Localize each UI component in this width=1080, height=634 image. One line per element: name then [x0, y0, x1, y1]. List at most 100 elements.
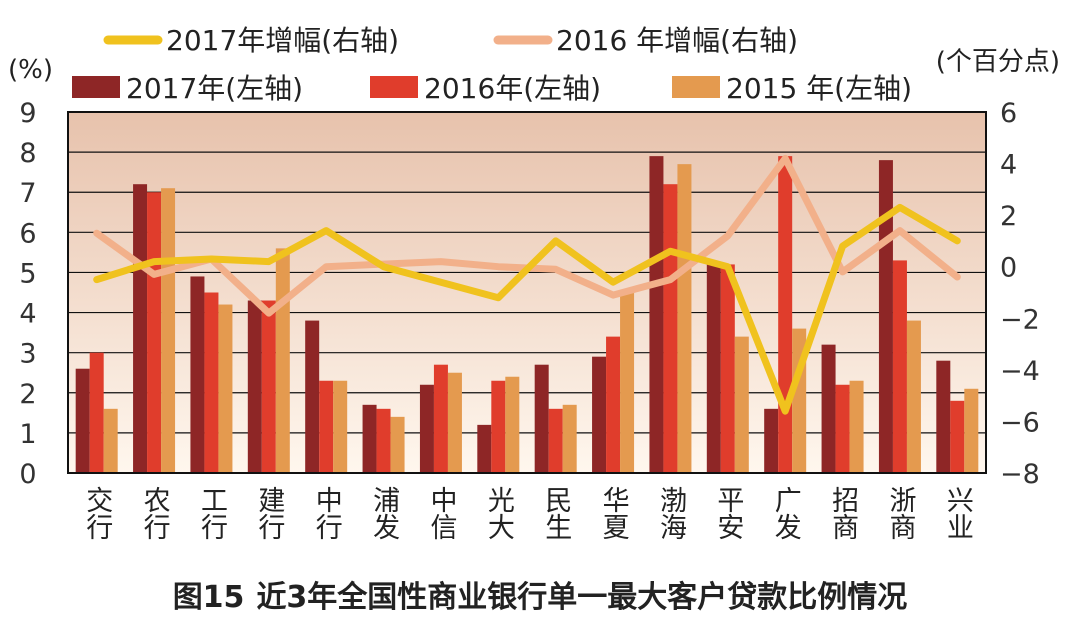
bar [906, 320, 921, 473]
bar [433, 364, 448, 473]
x-tick-label: 农行 [139, 486, 171, 540]
bar [190, 276, 205, 473]
bar [147, 192, 162, 473]
x-tick-label: 民生 [540, 486, 571, 540]
y-right-tick: 2 [1000, 201, 1017, 232]
x-tick-label: 光大 [483, 486, 515, 540]
bar [477, 424, 492, 473]
y-left-tick: 6 [19, 218, 36, 249]
x-tick-label: 中信 [425, 486, 457, 540]
bar [849, 380, 864, 473]
y-left-tick: 0 [19, 459, 36, 490]
bar [606, 336, 621, 473]
bar [305, 320, 320, 473]
bar [878, 160, 893, 473]
x-tick-label: 交行 [81, 486, 113, 540]
bar [734, 336, 749, 473]
y-right-tick: −2 [1000, 304, 1040, 335]
bar [75, 368, 90, 473]
bar [821, 344, 836, 473]
bar [275, 248, 290, 473]
x-tick-label: 广发 [770, 486, 802, 540]
y-left-ticks: 0 1 2 3 4 5 6 7 8 9 [19, 98, 36, 490]
figure-caption: 图15 近3年全国性商业银行单一最大客户贷款比例情况 [0, 572, 1080, 616]
bar [447, 372, 462, 473]
bar [247, 300, 262, 473]
bar [677, 164, 692, 473]
x-tick-label: 平安 [712, 486, 743, 540]
bar [319, 380, 334, 473]
x-tick-label: 华夏 [598, 486, 630, 540]
figure-caption-text: 近3年全国性商业银行单一最大客户贷款比例情况 [256, 580, 908, 615]
bar [764, 408, 779, 473]
y-left-tick: 8 [19, 138, 36, 169]
bar [950, 400, 965, 473]
bar [505, 376, 520, 473]
bar [261, 300, 276, 473]
y-right-tick: 4 [1000, 150, 1017, 181]
x-tick-label: 建行 [253, 486, 285, 540]
x-tick-label: 浦发 [368, 486, 400, 540]
y-right-ticks: −8 −6 −4 −2 0 2 4 6 [1000, 98, 1040, 490]
x-tick-label: 浙商 [884, 486, 915, 540]
x-tick-label: 渤海 [655, 486, 686, 540]
bar [778, 156, 793, 473]
bar [835, 384, 850, 473]
bar [534, 364, 549, 473]
bar-series [75, 156, 979, 473]
y-left-tick: 5 [19, 258, 36, 289]
bar [706, 264, 721, 473]
bar [390, 416, 405, 473]
x-tick-label: 中行 [311, 486, 343, 540]
bar [720, 264, 735, 473]
bar [892, 260, 907, 473]
figure-number: 图15 [172, 580, 245, 615]
y-left-label: (%) [8, 55, 53, 85]
legend-label: 2015 年(左轴) [726, 72, 912, 105]
bar [548, 408, 563, 473]
bar [333, 380, 348, 473]
x-tick-labels: 交行 农行 工行 建行 中行 浦发 中信 光大 民生 华夏 渤海 平安 广发 招商 浙商 兴业 [81, 486, 973, 540]
bar [218, 304, 233, 473]
legend-label: 2016 年增幅(右轴) [556, 24, 798, 57]
y-right-tick: −6 [1000, 407, 1040, 438]
x-tick-label: 兴业 [942, 486, 973, 540]
y-right-tick: −4 [1000, 356, 1040, 387]
bar [161, 188, 176, 473]
bar [936, 360, 951, 473]
legend-bar-swatch [72, 76, 120, 98]
series-line [93, 203, 961, 415]
x-tick-label: 工行 [196, 486, 228, 540]
y-left-tick: 4 [19, 299, 36, 330]
legend: 2017年增幅(右轴) 2016 年增幅(右轴) 2017年(左轴) 2016年(左轴… [72, 24, 912, 105]
y-right-tick: 0 [1000, 253, 1017, 284]
bar [649, 156, 664, 473]
bar [133, 184, 148, 473]
y-left-tick: 2 [19, 379, 36, 410]
plot-frame [67, 111, 987, 474]
legend-bar-swatch [370, 76, 418, 98]
chart: 0 1 2 3 4 5 6 7 8 9 −8 −6 −4 −2 0 2 4 6 交行 农行 工行 建行 中行 浦发 中信 光大… [8, 24, 1060, 540]
bar [620, 292, 635, 473]
bar [103, 408, 118, 473]
line-series [93, 154, 961, 415]
bar [376, 408, 391, 473]
legend-bar-swatch [672, 76, 720, 98]
bar [562, 404, 577, 473]
bar [362, 404, 377, 473]
bar [491, 380, 506, 473]
x-tick-label: 招商 [827, 486, 859, 540]
legend-label: 2017年增幅(右轴) [166, 24, 399, 57]
bar [419, 384, 434, 473]
y-left-tick: 1 [19, 419, 36, 450]
bar [89, 352, 104, 473]
bar [663, 184, 678, 473]
bar [204, 292, 219, 473]
y-right-tick: 6 [1000, 98, 1017, 129]
y-right-label: (个百分点) [936, 47, 1060, 77]
bar [964, 388, 979, 473]
y-left-tick: 7 [19, 178, 36, 209]
y-right-tick: −8 [1000, 459, 1040, 490]
legend-label: 2017年(左轴) [126, 72, 303, 105]
legend-label: 2016年(左轴) [424, 72, 601, 105]
